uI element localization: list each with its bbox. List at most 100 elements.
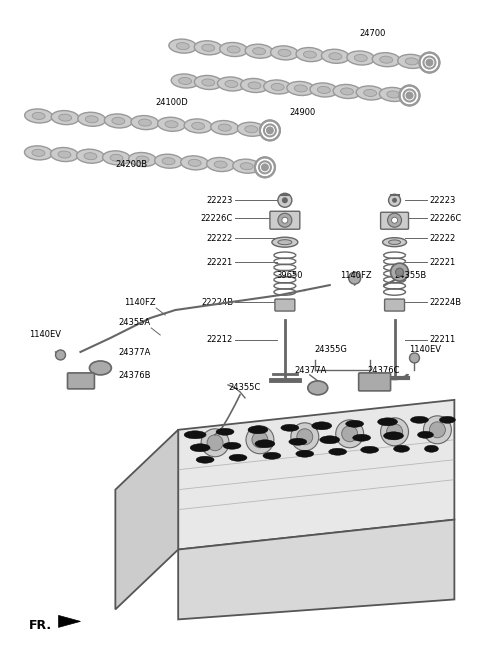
Circle shape bbox=[406, 92, 413, 100]
Text: FR.: FR. bbox=[29, 619, 52, 632]
Ellipse shape bbox=[76, 149, 105, 163]
Circle shape bbox=[278, 213, 292, 227]
Ellipse shape bbox=[157, 117, 185, 131]
Ellipse shape bbox=[439, 416, 456, 424]
Text: 22226C: 22226C bbox=[430, 213, 462, 223]
Ellipse shape bbox=[217, 77, 245, 91]
Ellipse shape bbox=[155, 154, 182, 168]
Circle shape bbox=[399, 86, 420, 106]
Circle shape bbox=[259, 162, 271, 174]
Ellipse shape bbox=[188, 160, 201, 166]
Circle shape bbox=[261, 164, 269, 172]
Text: 24377A: 24377A bbox=[295, 366, 327, 375]
Ellipse shape bbox=[194, 41, 222, 55]
Ellipse shape bbox=[196, 456, 214, 464]
Ellipse shape bbox=[372, 53, 400, 66]
Ellipse shape bbox=[271, 46, 299, 60]
Circle shape bbox=[201, 429, 229, 457]
Ellipse shape bbox=[129, 152, 156, 166]
Polygon shape bbox=[115, 430, 178, 609]
Circle shape bbox=[252, 432, 268, 448]
Ellipse shape bbox=[245, 126, 258, 133]
Ellipse shape bbox=[184, 119, 212, 133]
Ellipse shape bbox=[171, 74, 199, 88]
Circle shape bbox=[423, 416, 451, 444]
Circle shape bbox=[420, 53, 439, 72]
Text: 24355C: 24355C bbox=[228, 383, 260, 392]
Ellipse shape bbox=[252, 48, 265, 55]
Text: 24376B: 24376B bbox=[119, 371, 151, 380]
Circle shape bbox=[392, 198, 397, 203]
Ellipse shape bbox=[333, 84, 361, 98]
Ellipse shape bbox=[238, 122, 265, 136]
Ellipse shape bbox=[207, 158, 235, 172]
Circle shape bbox=[396, 268, 404, 276]
Ellipse shape bbox=[220, 43, 248, 57]
Ellipse shape bbox=[296, 48, 324, 62]
Ellipse shape bbox=[383, 237, 407, 247]
FancyBboxPatch shape bbox=[270, 211, 300, 229]
Text: 22223: 22223 bbox=[207, 196, 233, 205]
Ellipse shape bbox=[227, 46, 240, 53]
Ellipse shape bbox=[229, 454, 247, 462]
Text: 1140EV: 1140EV bbox=[29, 330, 60, 339]
Circle shape bbox=[392, 217, 397, 223]
Ellipse shape bbox=[179, 77, 192, 84]
Text: 22221: 22221 bbox=[430, 257, 456, 267]
Ellipse shape bbox=[103, 151, 131, 165]
Circle shape bbox=[264, 124, 276, 136]
Ellipse shape bbox=[240, 163, 253, 170]
Text: 39650: 39650 bbox=[276, 271, 303, 280]
Circle shape bbox=[56, 350, 65, 360]
Circle shape bbox=[381, 418, 408, 446]
Ellipse shape bbox=[32, 112, 45, 120]
Ellipse shape bbox=[84, 153, 97, 160]
Text: 22224B: 22224B bbox=[430, 297, 462, 307]
Text: 22226C: 22226C bbox=[201, 213, 233, 223]
Ellipse shape bbox=[194, 75, 222, 90]
Ellipse shape bbox=[223, 442, 241, 450]
FancyBboxPatch shape bbox=[275, 299, 295, 311]
Ellipse shape bbox=[378, 418, 397, 426]
Ellipse shape bbox=[356, 86, 384, 100]
Ellipse shape bbox=[271, 83, 284, 90]
Ellipse shape bbox=[312, 422, 332, 430]
Circle shape bbox=[282, 217, 288, 223]
Ellipse shape bbox=[24, 146, 52, 160]
Circle shape bbox=[266, 126, 274, 134]
Text: 1140FZ: 1140FZ bbox=[124, 298, 155, 307]
Circle shape bbox=[423, 57, 435, 68]
Ellipse shape bbox=[353, 434, 371, 442]
Ellipse shape bbox=[278, 49, 291, 57]
Ellipse shape bbox=[184, 431, 206, 439]
Ellipse shape bbox=[180, 156, 209, 170]
Ellipse shape bbox=[255, 440, 275, 448]
Polygon shape bbox=[178, 400, 455, 549]
Text: 22222: 22222 bbox=[207, 233, 233, 243]
Ellipse shape bbox=[216, 428, 234, 436]
Text: 24355G: 24355G bbox=[315, 345, 348, 354]
Ellipse shape bbox=[389, 240, 400, 245]
Ellipse shape bbox=[58, 151, 71, 158]
Ellipse shape bbox=[169, 39, 197, 53]
Circle shape bbox=[391, 263, 408, 281]
Ellipse shape bbox=[364, 89, 377, 96]
Ellipse shape bbox=[296, 450, 314, 458]
FancyBboxPatch shape bbox=[381, 212, 408, 229]
Ellipse shape bbox=[24, 109, 52, 123]
Ellipse shape bbox=[320, 436, 340, 444]
Text: 22224B: 22224B bbox=[201, 297, 233, 307]
Ellipse shape bbox=[202, 79, 215, 86]
Text: 1140EV: 1140EV bbox=[409, 345, 442, 354]
Ellipse shape bbox=[176, 43, 189, 50]
Circle shape bbox=[278, 194, 292, 207]
Ellipse shape bbox=[225, 80, 238, 88]
Ellipse shape bbox=[287, 81, 315, 96]
Circle shape bbox=[387, 213, 402, 227]
Ellipse shape bbox=[50, 148, 78, 162]
Polygon shape bbox=[59, 615, 81, 627]
Ellipse shape bbox=[418, 432, 433, 438]
Ellipse shape bbox=[211, 120, 239, 134]
Ellipse shape bbox=[405, 58, 418, 65]
Ellipse shape bbox=[379, 87, 407, 102]
